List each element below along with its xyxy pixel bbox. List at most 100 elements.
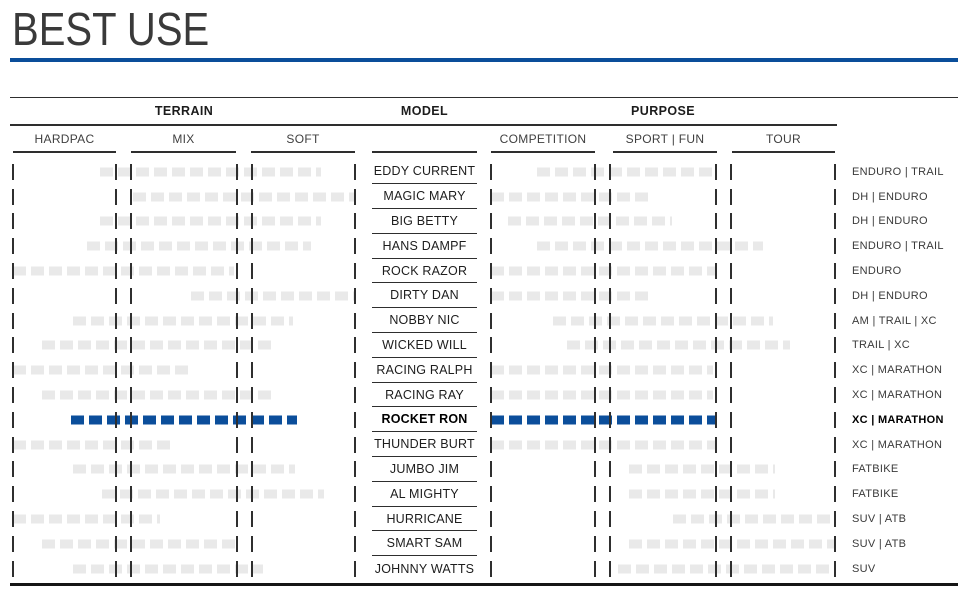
group-header-underline [10, 124, 837, 126]
subcolumn-underline [251, 151, 355, 153]
scale-tick [609, 461, 612, 478]
terrain-strip [12, 457, 356, 482]
scale-tick [730, 535, 733, 552]
model-name: AL MIGHTY [372, 482, 477, 507]
scale-tick [354, 461, 356, 478]
scale-tick [250, 188, 253, 205]
scale-tick [593, 188, 596, 205]
model-name: WICKED WILL [372, 333, 477, 358]
scale-tick [730, 287, 733, 304]
scale-tick [609, 163, 612, 180]
purpose-range-bar [566, 340, 791, 350]
table-row: HURRICANE SUV | ATB [10, 507, 958, 532]
scale-tick [593, 486, 596, 503]
scale-tick [250, 213, 253, 230]
scale-tick [130, 411, 133, 428]
model-name: EDDY CURRENT [372, 160, 477, 185]
purpose-strip [490, 407, 836, 432]
scale-tick [834, 337, 836, 354]
purpose-range-bar [491, 266, 715, 276]
table-row: WICKED WILL TRAIL | XC [10, 333, 958, 358]
terrain-range-bar [100, 167, 321, 177]
purpose-range-bar [508, 216, 672, 226]
purpose-strip [490, 432, 836, 457]
scale-tick [593, 387, 596, 404]
terrain-range-bar [86, 241, 311, 251]
scale-tick [714, 560, 717, 577]
scale-tick [730, 312, 733, 329]
scale-tick [730, 362, 733, 379]
terrain-strip [12, 432, 356, 457]
table-bottom-rule [10, 583, 958, 587]
terrain-range-bar [132, 192, 355, 202]
scale-tick [593, 535, 596, 552]
scale-tick [834, 436, 836, 453]
scale-tick [235, 486, 238, 503]
scale-tick [250, 362, 253, 379]
purpose-range-bar [628, 464, 775, 474]
scale-tick [609, 387, 612, 404]
purpose-strip [490, 383, 836, 408]
terrain-range-bar [13, 440, 176, 450]
purpose-range-bar [491, 440, 716, 450]
scale-tick [834, 535, 836, 552]
purpose-range-bar [491, 365, 713, 375]
scale-tick [593, 411, 596, 428]
terrain-range-bar [71, 415, 297, 425]
scale-tick [235, 362, 238, 379]
model-name: JOHNNY WATTS [374, 561, 475, 576]
scale-tick [354, 263, 356, 280]
terrain-strip [12, 358, 356, 383]
table-row: EDDY CURRENT ENDURO | TRAIL [10, 160, 958, 185]
scale-tick [12, 188, 14, 205]
scale-tick [490, 511, 492, 528]
terrain-strip [12, 556, 356, 581]
scale-tick [12, 461, 14, 478]
best-use-label: XC | MARATHON [852, 438, 943, 451]
scale-tick [609, 362, 612, 379]
purpose-strip [490, 531, 836, 556]
scale-tick [235, 411, 238, 428]
scale-tick [593, 362, 596, 379]
scale-tick [115, 387, 118, 404]
scale-tick [609, 238, 612, 255]
scale-tick [250, 436, 253, 453]
scale-tick [593, 312, 596, 329]
scale-tick [115, 511, 118, 528]
model-name: JUMBO JIM [372, 457, 477, 482]
scale-tick [130, 461, 133, 478]
model-column-underline [372, 151, 477, 153]
terrain-strip [12, 160, 356, 185]
terrain-range-bar [42, 340, 277, 350]
scale-tick [115, 188, 118, 205]
scale-tick [354, 238, 356, 255]
subcolumn-header-mix: MIX [172, 131, 195, 146]
purpose-range-bar [491, 192, 653, 202]
scale-tick [593, 263, 596, 280]
scale-tick [714, 287, 717, 304]
table-row: RACING RAY XC | MARATHON [10, 383, 958, 408]
scale-tick [834, 411, 836, 428]
purpose-strip [490, 209, 836, 234]
scale-tick [354, 163, 356, 180]
scale-tick [130, 486, 133, 503]
scale-tick [12, 263, 14, 280]
best-use-label: TRAIL | XC [852, 339, 911, 352]
model-name: HURRICANE [372, 507, 477, 532]
purpose-strip [490, 259, 836, 284]
table-row: BIG BETTY DH | ENDURO [10, 209, 958, 234]
scale-tick [235, 535, 238, 552]
table-row: ROCKET RON XC | MARATHON [10, 407, 958, 433]
terrain-range-bar [72, 564, 263, 574]
scale-tick [609, 213, 612, 230]
table-row: AL MIGHTY FATBIKE [10, 482, 958, 507]
table-row: THUNDER BURT XC | MARATHON [10, 432, 958, 458]
scale-tick [130, 560, 133, 577]
terrain-range-bar [190, 291, 355, 301]
scale-tick [115, 287, 118, 304]
scale-tick [115, 163, 118, 180]
subcolumn-header-hardpac: HARDPAC [34, 131, 95, 146]
scale-tick [12, 387, 14, 404]
scale-tick [714, 486, 717, 503]
terrain-strip [12, 209, 356, 234]
